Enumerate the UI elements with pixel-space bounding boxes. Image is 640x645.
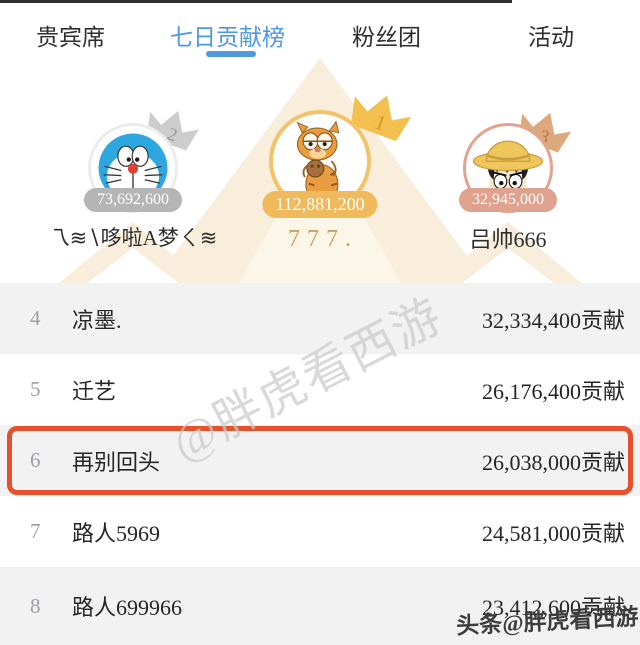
ranking-list: 4 凉墨. 32,334,400贡献 5 迁艺 26,176,400贡献 6 再… [0, 283, 640, 645]
active-tab-underline [206, 51, 256, 57]
top-edge-line [0, 0, 512, 3]
row-username: 再别回头 [72, 449, 161, 475]
list-item-rank-8[interactable]: 8 路人699966 23,412,600贡献 [0, 567, 640, 645]
row-rank: 7 [30, 519, 41, 543]
list-item-rank-4[interactable]: 4 凉墨. 32,334,400贡献 [0, 283, 640, 354]
row-username: 路人5969 [72, 520, 161, 546]
rank-3-value-pill: 32,945,000 [459, 188, 557, 212]
rank-2-value-pill: 73,692,600 [84, 188, 182, 212]
row-rank: 5 [30, 377, 41, 401]
row-rank: 4 [30, 306, 41, 330]
rank-1-value-pill: 112,881,200 [262, 191, 378, 218]
list-item-rank-5[interactable]: 5 迁艺 26,176,400贡献 [0, 354, 640, 425]
tab-vip-seats[interactable]: 贵宾席 [36, 25, 105, 50]
row-contribution-value: 26,038,000贡献 [481, 449, 625, 475]
list-item-rank-7[interactable]: 7 路人5969 24,581,000贡献 [0, 496, 640, 567]
row-username: 凉墨. [72, 307, 122, 333]
tab-bar: 贵宾席 七日贡献榜 粉丝团 活动 [0, 12, 640, 62]
row-rank: 8 [30, 593, 41, 618]
list-item-rank-6-highlighted[interactable]: 6 再别回头 26,038,000贡献 [0, 425, 640, 496]
rank-1-username: 777. [288, 226, 358, 252]
row-contribution-value: 24,581,000贡献 [481, 520, 625, 546]
tab-seven-day-contribution[interactable]: 七日贡献榜 [170, 25, 285, 50]
row-username: 迁艺 [72, 378, 117, 404]
rank-3-username: 吕帅666 [469, 227, 547, 252]
tab-activities[interactable]: 活动 [528, 25, 574, 50]
row-contribution-value: 26,176,400贡献 [481, 378, 625, 404]
row-contribution-value: 32,334,400贡献 [481, 307, 625, 333]
row-username: 路人699966 [72, 595, 183, 620]
row-rank: 6 [30, 448, 41, 472]
rank-2-username: 乁≋∖哆啦A梦ㄑ≋ [48, 226, 218, 250]
gold-crown-icon: 1 [344, 83, 416, 147]
tab-fan-club[interactable]: 粉丝团 [352, 25, 421, 50]
row-contribution-value: 23,412,600贡献 [481, 595, 625, 620]
